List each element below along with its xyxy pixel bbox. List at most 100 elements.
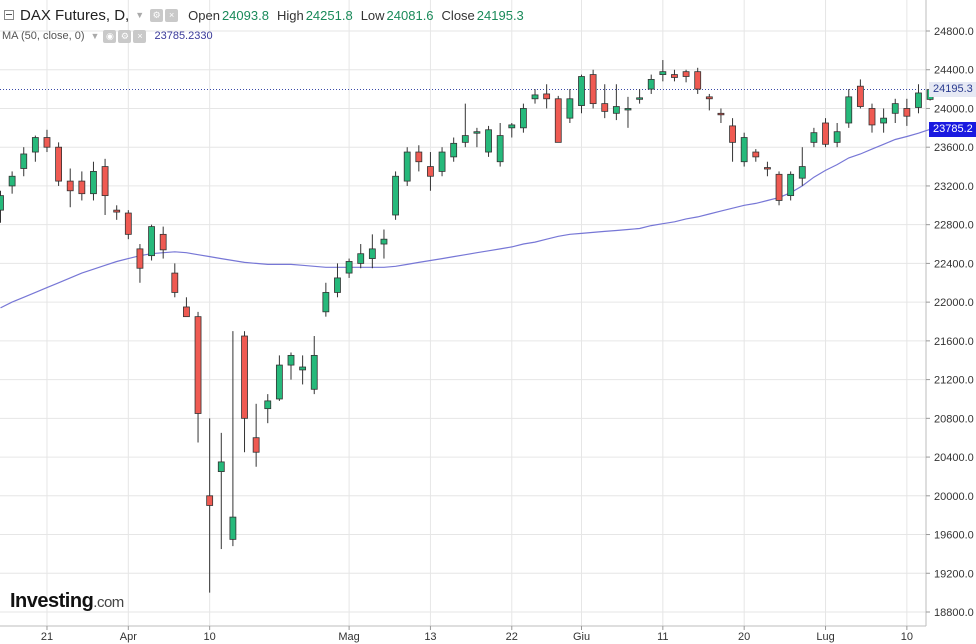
candle-body [624,108,632,111]
candle-body [159,233,167,251]
candle [659,60,667,82]
candle [0,190,4,223]
candle-body [287,354,295,366]
candle [438,147,446,177]
candle [148,224,155,261]
indicator-settings-icon[interactable]: ⚙ [118,29,132,43]
candle [496,122,504,167]
candle-body [810,132,818,143]
candle [833,122,841,148]
candle [775,171,783,206]
y-tick-label: 24000.0 [934,103,974,115]
settings-icon[interactable]: ⚙ [150,8,164,22]
candle-body [438,151,446,172]
x-tick-label: 11 [657,631,668,643]
indicator-visibility-icon[interactable]: ◉ [103,29,117,43]
candle-body [868,108,876,126]
candle-body [717,112,725,116]
y-tick-label: 20800.0 [934,413,974,425]
candle [171,263,179,298]
candle-body [101,166,109,197]
candle [299,355,307,385]
candle [287,352,295,380]
x-axis: 21 Apr 10 Mag 13 22 Giu 11 20 Lug 10 [41,626,913,643]
candle [647,74,655,94]
candle-body [415,151,423,163]
candle-body [705,96,713,100]
collapse-icon[interactable] [4,10,14,20]
candle-body [764,167,771,170]
candle [612,84,620,121]
indicator-close-icon[interactable]: × [133,29,147,43]
x-tick-label: Mag [338,631,359,643]
candle-body [357,253,365,264]
investing-logo: Investing.com [10,590,124,613]
candle-body [403,151,411,182]
logo-main: Investing [10,590,94,612]
candle [845,89,853,128]
candle [740,132,748,167]
close-price-tag: 24195.3 [929,82,976,97]
candle [78,171,86,201]
candle-body [461,135,469,143]
candle-body [229,516,237,540]
x-tick-label: Giu [573,631,590,643]
candle [787,171,795,201]
chevron-down-icon[interactable]: ▼ [135,10,145,20]
candle [252,403,260,467]
y-tick-label: 22400.0 [934,258,974,270]
candle [450,137,458,162]
x-tick-label: 21 [41,631,53,643]
candle-body [554,98,562,143]
candle-body [682,71,690,77]
candle-body [531,94,539,100]
ma-line [0,128,931,309]
candle-body [380,238,388,245]
symbol-title: DAX Futures, D, [20,6,130,24]
candle [101,158,109,215]
low-label: Low [360,7,385,23]
candle [20,147,28,177]
indicator-chevron-icon[interactable]: ▼ [90,31,100,41]
close-icon[interactable]: × [165,8,179,22]
candle-body [520,108,527,129]
candle [578,74,585,114]
high-value: 24251.8 [305,7,353,23]
candle-body [450,142,458,158]
candle-body [90,171,97,195]
candle [520,103,527,133]
candle-body [543,93,551,100]
candle-body [275,364,283,400]
candle [729,118,736,162]
candle [531,89,539,104]
candle [554,95,562,143]
candle [764,161,771,177]
candle-body [0,195,4,211]
candle-body [798,166,806,179]
x-tick-label: 22 [506,631,518,643]
candle-body [833,131,841,143]
y-tick-label: 22800.0 [934,220,974,232]
candle-body [299,366,307,371]
candle [194,311,202,443]
y-tick-label: 24800.0 [934,26,974,38]
candle-body [392,175,399,216]
candle [159,226,167,259]
x-tick-label: 10 [901,631,913,643]
candle [310,336,318,395]
candle-body [845,96,853,124]
candle [508,122,516,138]
candle-body [113,209,121,213]
y-tick-label: 21200.0 [934,375,974,387]
candle-body [427,166,434,177]
indicator-value: 23785.2330 [154,30,213,42]
candle [334,263,341,298]
ma-polyline [0,128,931,309]
candle-body [775,173,783,201]
candle [90,161,97,201]
candle-body [55,146,62,182]
candle [136,244,144,283]
candle [183,297,190,318]
candle-body [322,292,330,313]
